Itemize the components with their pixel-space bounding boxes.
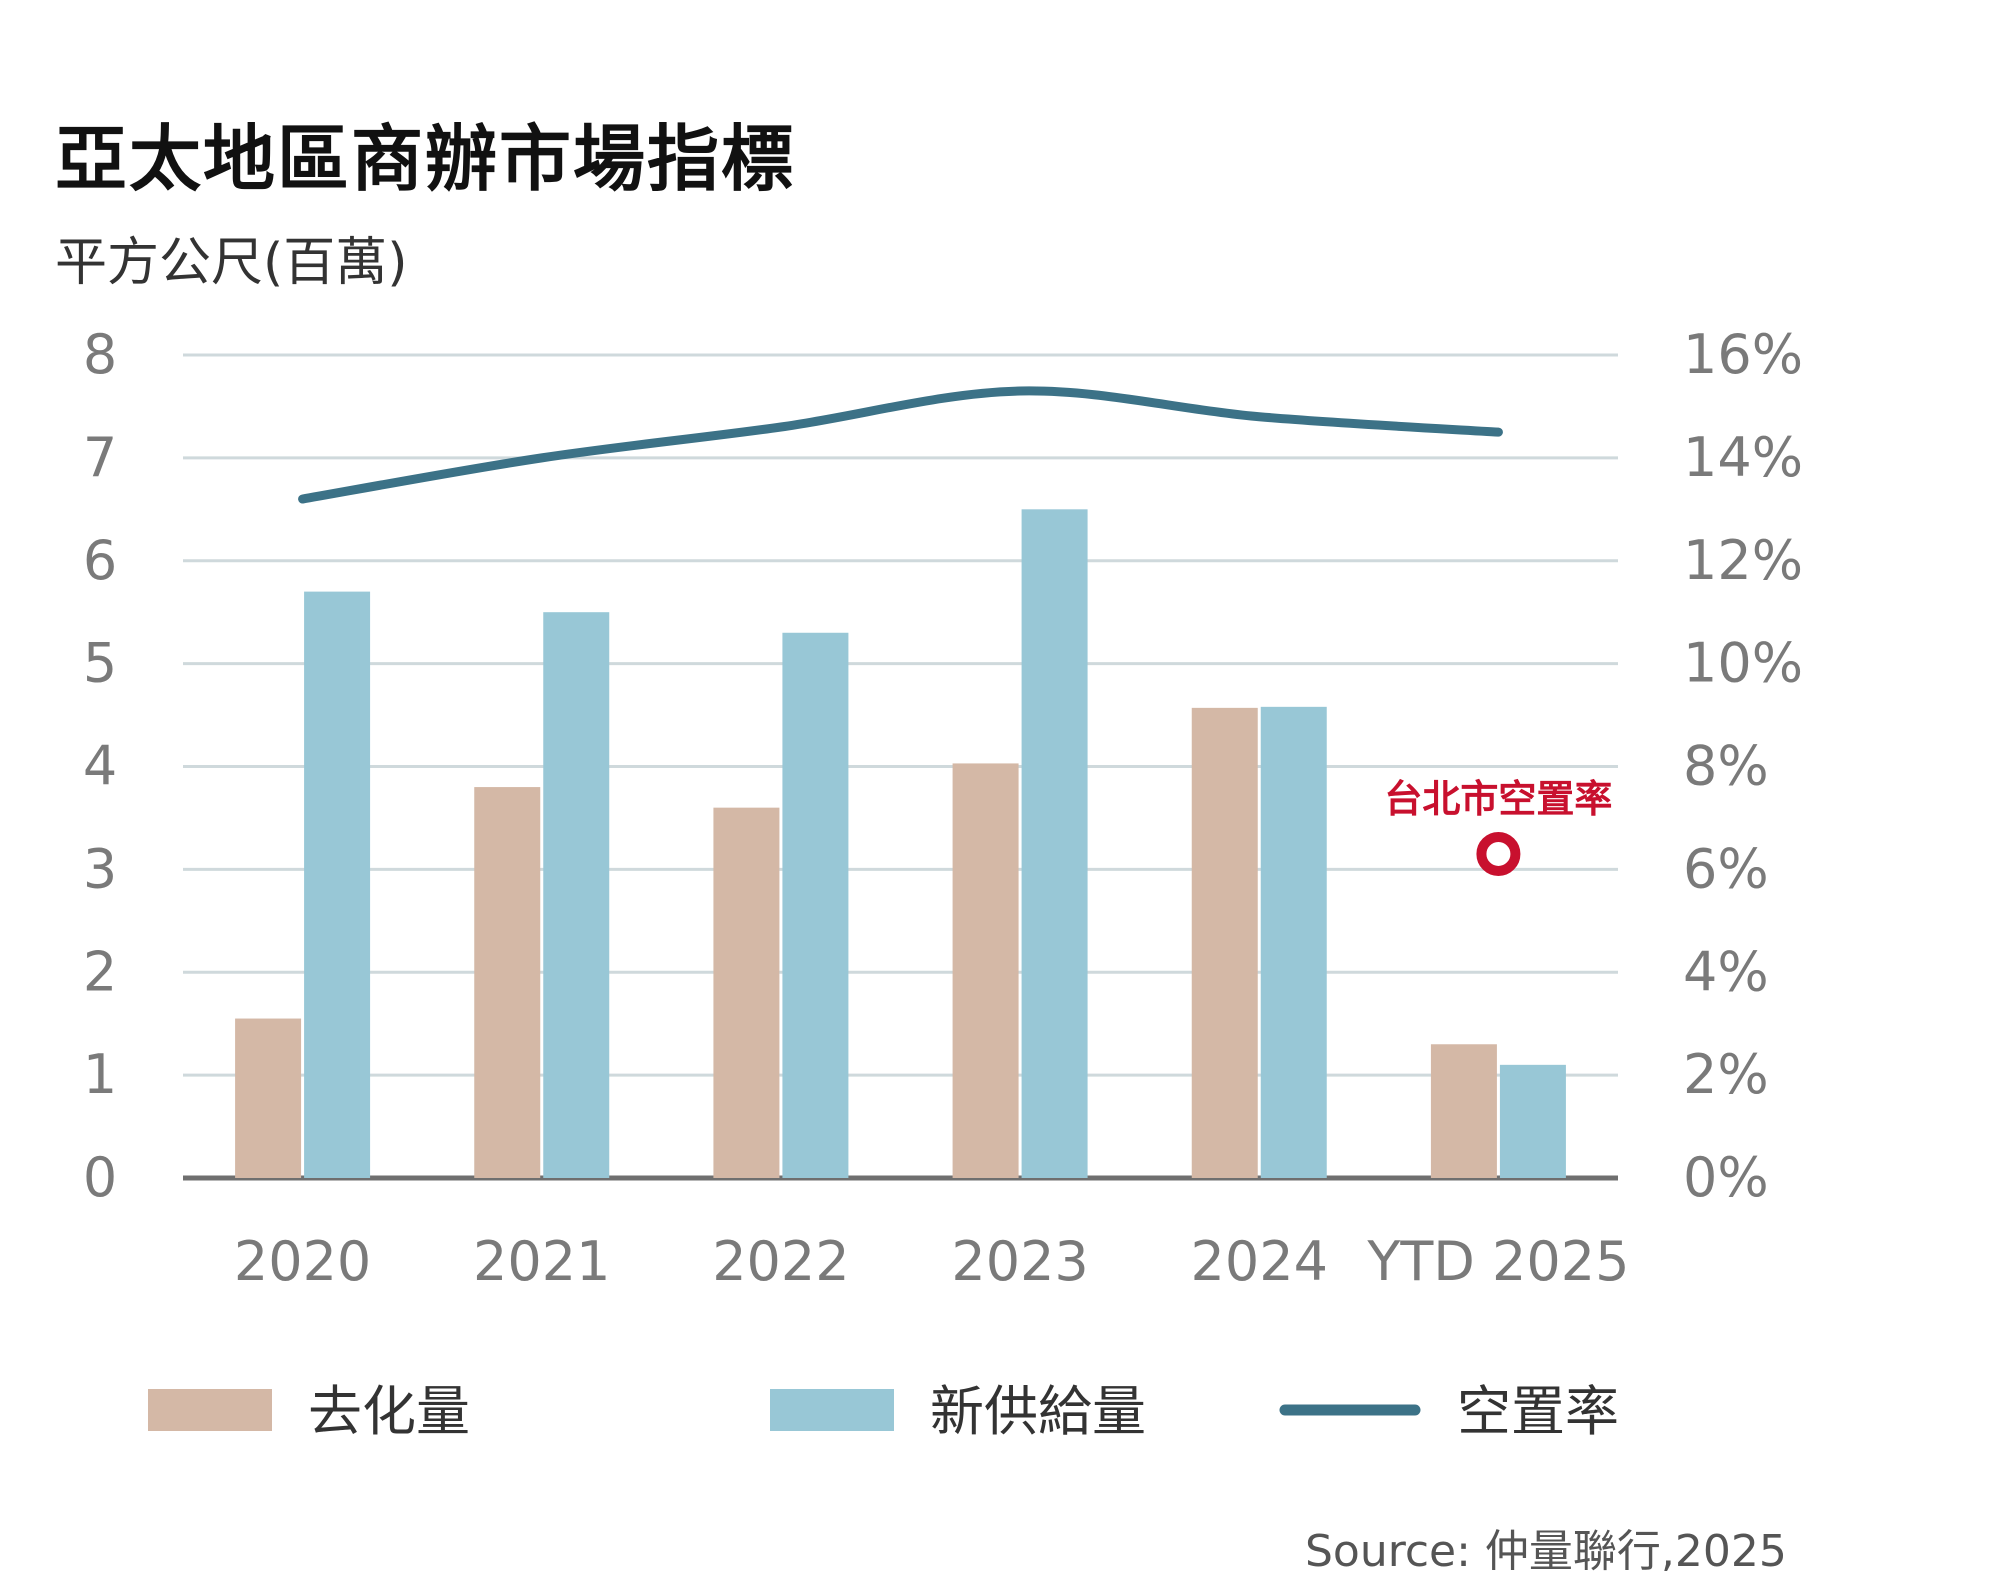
y-left-tick-label: 4 <box>83 735 117 798</box>
bar-absorption <box>713 807 780 1178</box>
chart-title: 亞太地區商辦市場指標 <box>55 117 796 201</box>
y-right-tick-label: 2% <box>1683 1043 1769 1106</box>
legend-swatch-absorption <box>148 1389 272 1431</box>
x-tick-label: 2023 <box>951 1230 1088 1293</box>
chart-subtitle: 平方公尺(百萬) <box>55 233 408 293</box>
y-right-tick-label: 10% <box>1683 632 1803 695</box>
taipei-vacancy-marker <box>1476 831 1521 876</box>
legend-label-vacancy: 空置率 <box>1457 1380 1619 1443</box>
legend: 去化量 新供給量 空置率 <box>148 1380 1619 1443</box>
x-tick-label: 2020 <box>234 1230 371 1293</box>
source-note: Source: 仲量聯行,2025 <box>1305 1526 1787 1577</box>
x-tick-label: 2024 <box>1191 1230 1328 1293</box>
bar-absorption <box>952 763 1019 1178</box>
x-axis: 2020 2021 2022 2023 2024 YTD 2025 <box>234 1230 1630 1293</box>
y-right-tick-label: 0% <box>1683 1146 1769 1209</box>
x-tick-label: 2021 <box>473 1230 610 1293</box>
bar-new-supply <box>543 612 610 1178</box>
y-left-tick-label: 0 <box>83 1146 117 1209</box>
bars <box>235 509 1566 1178</box>
taipei-vacancy-label: 台北市空置率 <box>1384 777 1612 821</box>
bar-absorption <box>1191 707 1258 1178</box>
vacancy-rate-line <box>298 386 1503 504</box>
bar-new-supply <box>1021 509 1088 1178</box>
gridlines <box>183 353 1618 1181</box>
bar-new-supply <box>1260 706 1327 1178</box>
bar-new-supply <box>304 591 371 1178</box>
right-axis: 0% 2% 4% 6% 8% 10% 12% 14% 16% <box>1683 323 1803 1209</box>
y-left-tick-label: 1 <box>83 1043 117 1106</box>
annotation: 台北市空置率 <box>1384 777 1612 876</box>
y-left-tick-label: 5 <box>83 632 117 695</box>
legend-swatch-new-supply <box>770 1389 894 1431</box>
y-right-tick-label: 12% <box>1683 529 1803 592</box>
bar-absorption <box>1430 1044 1497 1178</box>
y-right-tick-label: 8% <box>1683 735 1769 798</box>
y-left-tick-label: 6 <box>83 529 117 592</box>
left-axis: 0 1 2 3 4 5 6 7 8 <box>83 323 117 1209</box>
y-left-tick-label: 8 <box>83 323 117 386</box>
legend-label-absorption: 去化量 <box>308 1380 470 1443</box>
legend-label-new-supply: 新供給量 <box>930 1380 1146 1443</box>
y-right-tick-label: 6% <box>1683 837 1769 900</box>
bar-new-supply <box>782 632 849 1178</box>
bar-absorption <box>235 1018 302 1178</box>
vacancy-line-layer <box>298 386 1503 504</box>
x-tick-label: YTD 2025 <box>1366 1230 1629 1293</box>
y-right-tick-label: 16% <box>1683 323 1803 386</box>
y-left-tick-label: 2 <box>83 940 117 1003</box>
y-left-tick-label: 7 <box>83 426 117 489</box>
y-left-tick-label: 3 <box>83 837 117 900</box>
y-right-tick-label: 14% <box>1683 426 1803 489</box>
bar-absorption <box>474 787 541 1178</box>
bar-new-supply <box>1499 1064 1566 1178</box>
x-tick-label: 2022 <box>712 1230 849 1293</box>
y-right-tick-label: 4% <box>1683 940 1769 1003</box>
